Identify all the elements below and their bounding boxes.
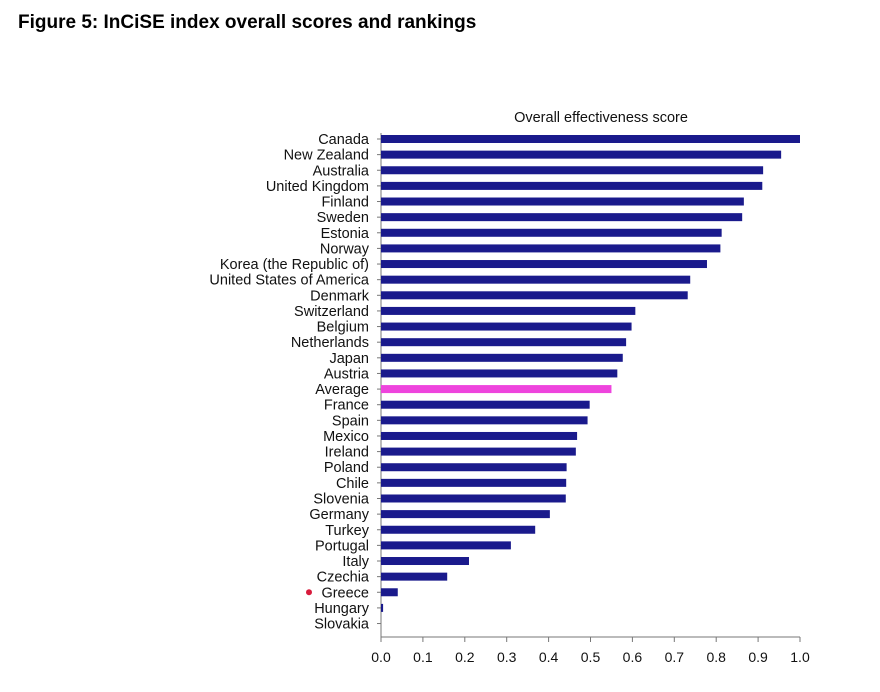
x-tick-label: 0.3 [497,649,517,665]
bar-hungary [381,603,384,612]
bar-czechia [381,572,448,581]
category-label: Denmark [310,288,370,304]
category-label: Norway [320,241,370,257]
category-label: Slovakia [314,617,370,633]
x-tick-label: 0.8 [706,649,726,665]
bar-france [381,400,590,409]
bar-united-kingdom [381,181,763,190]
bar-austria [381,369,618,378]
bar-poland [381,463,567,472]
x-tick-label: 0.5 [581,649,601,665]
category-label: Switzerland [294,304,369,320]
category-label: Chile [336,476,369,492]
category-label: Japan [329,351,369,367]
bar-korea-the-republic-of [381,260,707,269]
bar-ireland [381,447,576,456]
bar-belgium [381,322,632,331]
bar-canada [381,135,800,143]
category-label: Hungary [314,601,370,617]
category-label: Finland [321,195,369,211]
category-label: Slovenia [313,491,370,507]
category-label: New Zealand [284,148,369,164]
category-label: Mexico [323,429,369,445]
bar-turkey [381,525,536,534]
category-label: Ireland [325,445,369,461]
bar-chile [381,478,567,487]
bar-australia [381,166,764,175]
x-tick-label: 0.4 [539,649,559,665]
bar-average [381,385,612,394]
bar-sweden [381,213,743,222]
x-tick-label: 0.7 [665,649,685,665]
x-tick-label: 0.6 [623,649,643,665]
bar-united-states-of-america [381,275,691,284]
category-label: Korea (the Republic of) [220,257,369,273]
category-label: Czechia [317,570,370,586]
category-label: United States of America [209,273,370,289]
category-label: Italy [342,554,369,570]
category-label: Spain [332,413,369,429]
bar-spain [381,416,588,425]
bar-mexico [381,431,578,440]
bar-denmark [381,291,688,300]
category-label: Canada [318,132,370,148]
bars-group [377,133,800,637]
bar-norway [381,244,721,253]
category-label: Australia [313,163,370,179]
category-label: Germany [309,507,369,523]
bar-italy [381,557,469,566]
category-label: Average [315,382,369,398]
category-label: Belgium [317,320,369,336]
category-label: Portugal [315,538,369,554]
x-tick-label: 0.1 [413,649,433,665]
bar-slovenia [381,494,566,503]
category-label: Poland [324,460,369,476]
x-tick-label: 0.0 [371,649,391,665]
category-label: Greece [321,585,369,601]
bar-germany [381,510,550,519]
category-label: France [324,398,369,414]
greece-marker-dot [306,589,312,596]
category-label: Netherlands [291,335,369,351]
bar-netherlands [381,338,627,347]
bar-portugal [381,541,511,550]
chart-title: Overall effectiveness score [514,110,688,126]
category-label: United Kingdom [266,179,369,195]
category-label: Turkey [325,523,370,539]
category-label: Austria [324,366,370,382]
bar-new-zealand [381,150,782,159]
figure-title: Figure 5: InCiSE index overall scores an… [18,12,477,33]
x-tick-label: 0.9 [748,649,768,665]
x-tick-label: 1.0 [790,649,810,665]
x-tick-label: 0.2 [455,649,475,665]
bar-finland [381,197,744,206]
category-label: Sweden [317,210,369,226]
x-axis: 0.0 0.1 0.2 0.3 0.4 0.5 0.6 0.7 0.8 0.9 1.0 [371,636,810,665]
bar-switzerland [381,306,636,315]
category-label: Estonia [321,226,370,242]
bar-japan [381,353,623,362]
bar-estonia [381,228,722,237]
bar-greece [381,588,398,597]
